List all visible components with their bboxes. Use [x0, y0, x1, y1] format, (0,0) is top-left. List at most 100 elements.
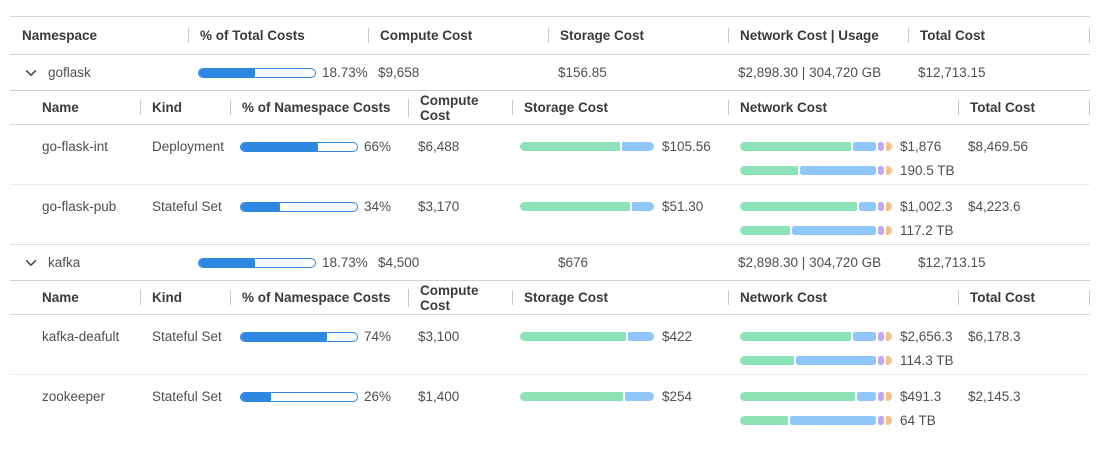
- col-header-name: Name: [42, 100, 79, 115]
- col-header-pct-of-namespace-costs: % of Namespace Costs: [230, 290, 408, 305]
- bar-segment: [878, 166, 885, 175]
- col-header-pct-of-total-costs: % of Total Costs: [188, 28, 368, 43]
- namespace-name: kafka: [48, 255, 81, 270]
- bar-segment: [858, 202, 877, 211]
- workload-name: kafka-deafult: [42, 329, 120, 344]
- bar-segment: [800, 166, 877, 175]
- chevron-down-icon[interactable]: [24, 256, 38, 270]
- namespace-row-kafka[interactable]: kafka 18.73% $4,500 $676 $2,898.30 | 304…: [10, 245, 1090, 281]
- workload-row-go-flask-pub[interactable]: go-flask-pub Stateful Set 34% $3,170 $51…: [10, 185, 1090, 245]
- col-header-network-cost-usage: Network Cost | Usage: [728, 28, 908, 43]
- workload-kind: Stateful Set: [152, 389, 222, 404]
- percent-of-namespace-bar: [240, 331, 358, 342]
- col-header-kind: Kind: [140, 290, 230, 305]
- col-header-total-cost: Total Cost: [958, 100, 1090, 115]
- bar-segment: [878, 202, 885, 211]
- bar-segment: [740, 392, 856, 401]
- bar-segment: [886, 416, 893, 425]
- workload-name: go-flask-pub: [42, 199, 117, 214]
- bar-segment: [852, 332, 877, 341]
- percent-of-namespace-bar: [240, 141, 358, 152]
- network-usage-bar: [740, 356, 892, 365]
- bar-segment: [791, 226, 877, 235]
- percent-of-namespace-value: 26%: [364, 389, 392, 404]
- network-usage-bar: [740, 416, 893, 425]
- namespace-compute-cost: $9,658: [378, 65, 420, 80]
- network-usage-value: 114.3 TB: [900, 353, 954, 368]
- bar-segment: [740, 166, 799, 175]
- workload-compute-cost: $6,488: [418, 139, 460, 154]
- col-header-compute-cost: Compute Cost: [408, 92, 512, 123]
- bar-segment: [740, 332, 851, 341]
- network-cost-value: $2,656.3: [900, 329, 953, 344]
- bar-segment: [740, 356, 795, 365]
- workload-row-kafka-deafult[interactable]: kafka-deafult Stateful Set 74% $3,100 $4…: [10, 315, 1090, 375]
- percent-of-total-bar: [198, 67, 316, 78]
- network-usage-bar: [740, 166, 893, 175]
- workload-header-row: Name Kind % of Namespace Costs Compute C…: [10, 91, 1090, 125]
- main-header-row: Namespace % of Total Costs Compute Cost …: [10, 17, 1090, 55]
- bar-segment: [520, 142, 621, 151]
- namespace-storage-cost: $676: [558, 255, 589, 270]
- col-header-namespace: Namespace: [22, 28, 98, 43]
- workload-total-cost: $2,145.3: [968, 389, 1021, 404]
- col-header-total-cost: Total Cost: [908, 28, 1090, 43]
- bar-segment: [878, 226, 885, 235]
- percent-of-namespace-bar: [240, 201, 358, 212]
- workload-kind: Stateful Set: [152, 199, 222, 214]
- bar-segment: [740, 416, 789, 425]
- bar-segment: [886, 356, 892, 365]
- col-header-name: Name: [42, 290, 79, 305]
- bar-segment: [886, 392, 892, 401]
- namespace-compute-cost: $4,500: [378, 255, 420, 270]
- workload-row-go-flask-int[interactable]: go-flask-int Deployment 66% $6,488 $105.…: [10, 125, 1090, 185]
- network-cost-bar: [740, 332, 893, 341]
- network-usage-value: 117.2 TB: [900, 223, 954, 238]
- col-header-pct-of-namespace-costs: % of Namespace Costs: [230, 100, 408, 115]
- bar-segment: [624, 392, 654, 401]
- bar-segment: [878, 142, 885, 151]
- bar-segment: [886, 166, 893, 175]
- namespace-total-cost: $12,713.15: [918, 255, 986, 270]
- bar-segment: [886, 332, 893, 341]
- bar-segment: [520, 332, 626, 341]
- workload-name: go-flask-int: [42, 139, 109, 154]
- workload-compute-cost: $3,170: [418, 199, 460, 214]
- col-header-storage-cost: Storage Cost: [512, 100, 728, 115]
- bar-segment: [886, 202, 893, 211]
- namespace-network-cost-usage: $2,898.30 | 304,720 GB: [738, 255, 882, 270]
- namespace-row-goflask[interactable]: goflask 18.73% $9,658 $156.85 $2,898.30 …: [10, 55, 1090, 91]
- percent-of-namespace-value: 66%: [364, 139, 392, 154]
- bar-segment: [878, 356, 885, 365]
- bar-segment: [790, 416, 877, 425]
- workload-name: zookeeper: [42, 389, 106, 404]
- workload-compute-cost: $1,400: [418, 389, 460, 404]
- bar-segment: [886, 226, 893, 235]
- cost-breakdown-table: Namespace % of Total Costs Compute Cost …: [10, 16, 1090, 435]
- col-header-storage-cost: Storage Cost: [548, 28, 728, 43]
- workload-kind: Deployment: [152, 139, 225, 154]
- bar-segment: [520, 202, 630, 211]
- workload-kind: Stateful Set: [152, 329, 222, 344]
- workload-compute-cost: $3,100: [418, 329, 460, 344]
- storage-cost-bar: [520, 202, 654, 211]
- chevron-down-icon[interactable]: [24, 66, 38, 80]
- bar-segment: [627, 332, 654, 341]
- workload-row-zookeeper[interactable]: zookeeper Stateful Set 26% $1,400 $254 $…: [10, 375, 1090, 435]
- namespace-total-cost: $12,713.15: [918, 65, 986, 80]
- percent-of-namespace-bar: [240, 391, 358, 402]
- storage-cost-value: $105.56: [662, 139, 711, 154]
- network-cost-value: $1,876: [900, 139, 942, 154]
- bar-segment: [520, 392, 623, 401]
- namespace-storage-cost: $156.85: [558, 65, 607, 80]
- bar-segment: [622, 142, 654, 151]
- bar-segment: [796, 356, 877, 365]
- workload-total-cost: $4,223.6: [968, 199, 1021, 214]
- col-header-network-cost: Network Cost: [728, 290, 958, 305]
- col-header-compute-cost: Compute Cost: [368, 28, 548, 43]
- storage-cost-value: $254: [662, 389, 693, 404]
- bar-segment: [740, 226, 790, 235]
- storage-cost-bar: [520, 392, 654, 401]
- bar-segment: [886, 142, 893, 151]
- col-header-total-cost: Total Cost: [958, 290, 1090, 305]
